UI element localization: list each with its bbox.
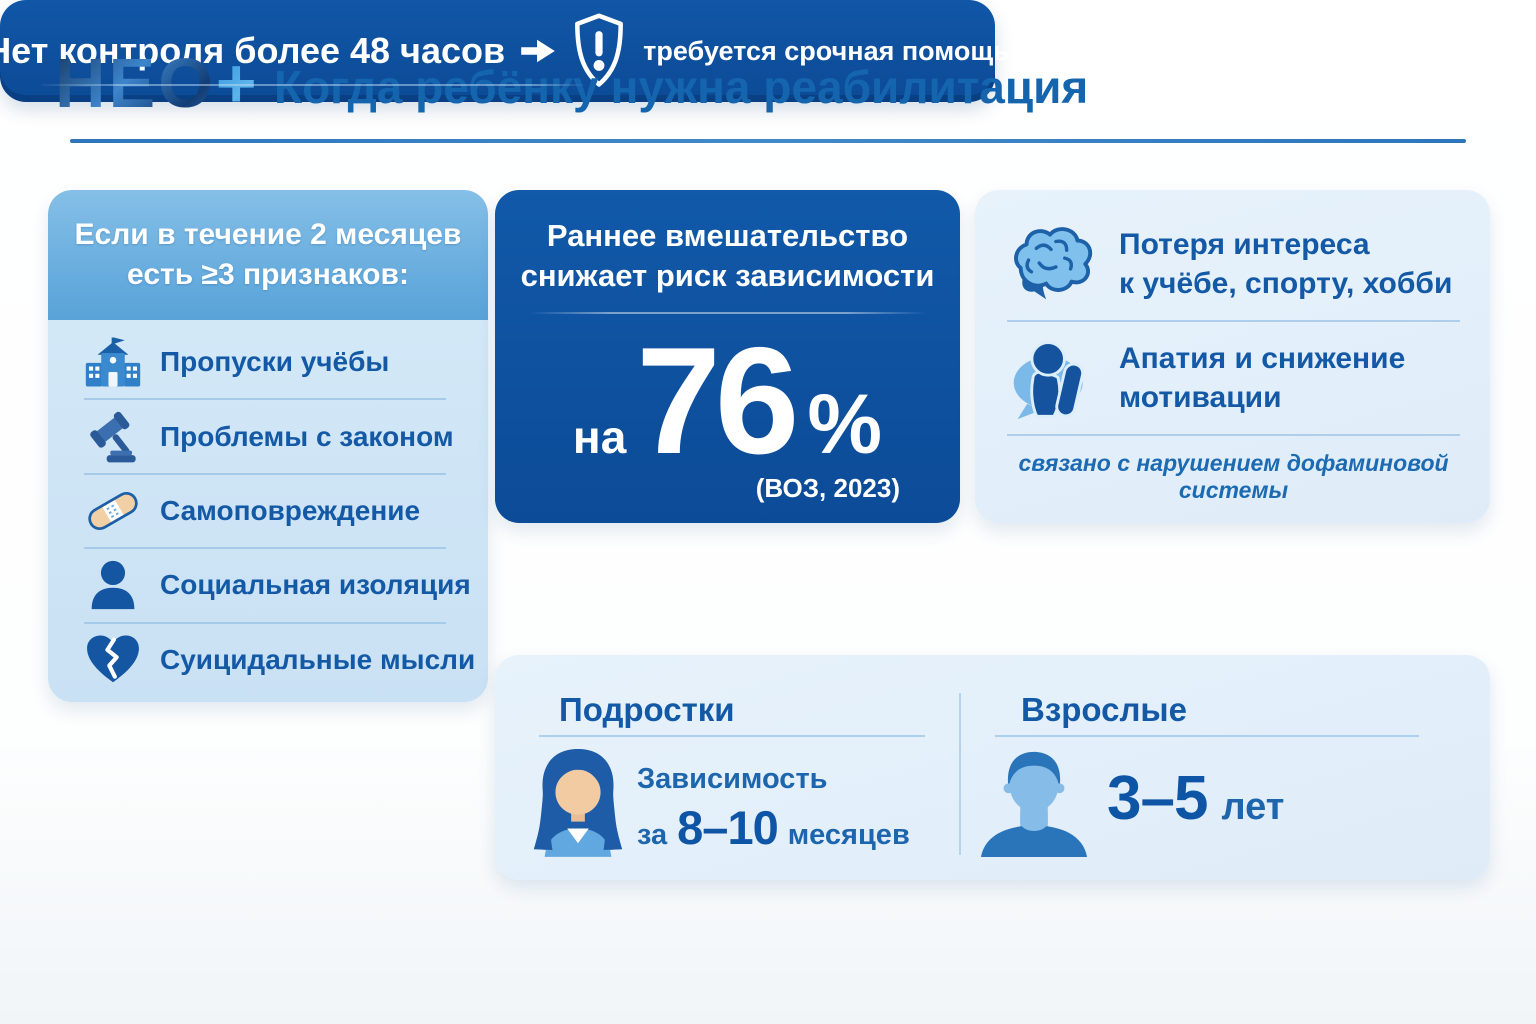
stat-card: Раннее вмешательство снижает риск зависи… (495, 190, 960, 523)
divider (84, 547, 446, 550)
stat-heading-line2: снижает риск зависимости (520, 258, 935, 293)
divider (84, 472, 446, 475)
sign-label: Суицидальные мысли (160, 643, 476, 675)
signs-panel-heading: Если в течение 2 месяцев есть ≥3 признак… (48, 190, 488, 320)
divider (995, 735, 1419, 737)
symptom-line1: Потеря интереса (1119, 228, 1370, 261)
signs-heading-line1: Если в течение 2 месяцев (74, 218, 462, 251)
page-title: Когда ребёнку нужна реабилитация (274, 60, 1088, 114)
person-icon (84, 557, 142, 613)
stat-unit: % (807, 377, 883, 471)
stat-value: 76 (636, 316, 799, 486)
symptom-text: Апатия и снижение мотивации (1119, 339, 1405, 417)
stat-prefix: на (572, 411, 627, 463)
list-item: Апатия и снижение мотивации (1007, 330, 1460, 426)
symptoms-footnote: связано с нарушением дофаминовой системы (1018, 450, 1449, 503)
arrow-right-icon (521, 37, 555, 65)
neo-plus-logo: НЕО+ (55, 48, 260, 118)
apathy-icon (1007, 334, 1097, 422)
divider (539, 735, 925, 737)
adults-value: 3–5 (1107, 764, 1208, 833)
divider (84, 398, 446, 401)
divider (959, 693, 961, 855)
divider (1007, 320, 1460, 322)
sign-label: Пропуски учёбы (160, 346, 390, 378)
signs-panel: Если в течение 2 месяцев есть ≥3 признак… (48, 190, 488, 702)
logo-plus-icon: + (215, 44, 260, 122)
signs-list: Пропуски учёбы Про (48, 320, 488, 702)
adults-suffix: лет (1221, 786, 1285, 828)
signs-heading-line2: есть ≥3 признаков: (127, 258, 409, 291)
list-item: Пропуски учёбы (48, 326, 488, 398)
list-item: Проблемы с законом (48, 400, 488, 472)
broken-heart-icon (84, 632, 142, 688)
logo-text: НЕО (55, 44, 216, 122)
teens-prefix: за (637, 819, 668, 851)
symptoms-panel: Потеря интереса к учёбе, спорту, хобби А… (975, 190, 1490, 523)
list-item: Социальная изоляция (48, 549, 488, 621)
alert-action: требуется срочная помощь (643, 35, 1010, 66)
divider (84, 621, 446, 624)
shield-alert-icon (571, 11, 627, 91)
symptom-line1: Апатия и снижение (1119, 342, 1406, 375)
teens-line1: Зависимость (637, 763, 828, 795)
teens-suffix: месяцев (787, 819, 910, 851)
sign-label: Социальная изоляция (160, 569, 471, 601)
alert-underline (42, 84, 587, 86)
adult-man-avatar (973, 745, 1095, 862)
stat-source: (ВОЗ, 2023) (755, 473, 900, 504)
teens-line2: за 8–10 месяцев (637, 800, 910, 855)
alert-bar: Нет контроля более 48 часов требуется ср… (0, 0, 1010, 102)
teen-girl-avatar (527, 745, 629, 864)
sign-label: Самоповреждение (160, 495, 421, 527)
adults-title: Взрослые (1021, 691, 1187, 728)
teens-text: Зависимость за 8–10 месяцев (637, 763, 910, 855)
stat-heading: Раннее вмешательство снижает риск зависи… (495, 190, 960, 296)
stat-heading-line1: Раннее вмешательство (546, 218, 909, 253)
page-title-rest: нужна реабилитация (610, 61, 1089, 113)
alert-message: Нет контроля более 48 часов (0, 30, 506, 71)
adults-text: 3–5 лет (1107, 763, 1284, 834)
page-title-lead: Когда ребёнку (274, 61, 599, 113)
brain-icon (1007, 221, 1097, 307)
stat-value-row: на 76 % (495, 312, 960, 491)
divider (529, 312, 926, 314)
teens-title: Подростки (559, 691, 735, 728)
divider (1007, 434, 1460, 436)
gavel-icon (84, 409, 142, 465)
symptom-text: Потеря интереса к учёбе, спорту, хобби (1119, 225, 1452, 303)
teens-value: 8–10 (677, 801, 779, 854)
timeline-panel: Подростки Зависимость за 8–10 месяцев (495, 655, 1490, 880)
school-icon (84, 334, 142, 390)
list-item: Потеря интереса к учёбе, спорту, хобби (1007, 216, 1460, 312)
bandage-icon (84, 483, 142, 539)
list-item: Самоповреждение (48, 475, 488, 547)
list-item: Суицидальные мысли (48, 624, 488, 696)
symptom-line2: к учёбе, спорту, хобби (1119, 267, 1453, 300)
sign-label: Проблемы с законом (160, 420, 454, 452)
title-divider (70, 139, 1466, 143)
symptom-line2: мотивации (1119, 381, 1282, 414)
